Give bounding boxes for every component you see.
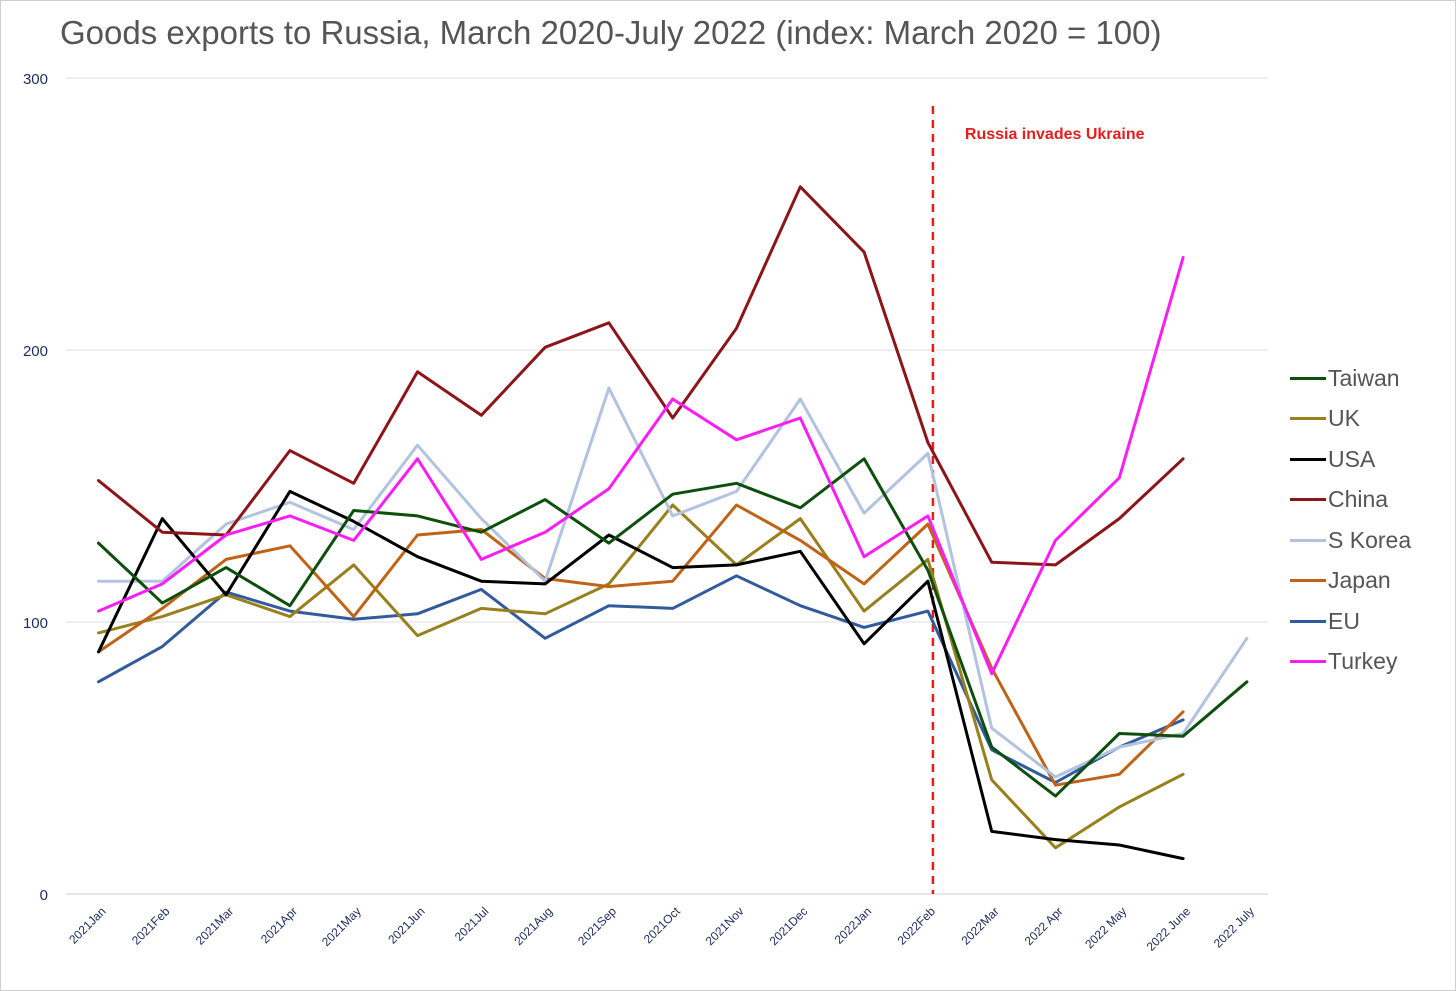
legend-label: UK xyxy=(1328,405,1360,432)
x-tick-label-12: 2022Jan xyxy=(832,904,874,946)
x-tick-label-0: 2021Jan xyxy=(66,904,108,946)
series-line-china xyxy=(97,185,1185,567)
legend-swatch xyxy=(1290,376,1326,380)
legend-swatch xyxy=(1290,538,1326,542)
x-tick-label-2: 2021Mar xyxy=(193,904,236,947)
legend-swatch xyxy=(1290,619,1326,623)
legend-item-uk[interactable]: UK xyxy=(1290,399,1450,440)
legend-item-usa[interactable]: USA xyxy=(1290,439,1450,480)
chart-legend[interactable]: Taiwan UK USA China S Korea Japan EU Turkey xyxy=(1290,358,1450,682)
legend-item-taiwan[interactable]: Taiwan xyxy=(1290,358,1450,399)
legend-label: USA xyxy=(1328,445,1376,472)
series-line-japan xyxy=(97,503,1185,787)
legend-swatch xyxy=(1290,579,1326,583)
legend-label: China xyxy=(1328,486,1389,513)
x-tick-label-14: 2022Mar xyxy=(958,904,1001,947)
legend-item-eu[interactable]: EU xyxy=(1290,601,1450,642)
legend-item-turkey[interactable]: Turkey xyxy=(1290,642,1450,683)
legend-label: Turkey xyxy=(1328,648,1398,675)
x-tick-label-16: 2022 May xyxy=(1082,904,1129,951)
legend-swatch xyxy=(1290,660,1326,664)
y-tick-label-300: 300 xyxy=(23,71,48,88)
series-line-turkey xyxy=(97,256,1185,676)
x-tick-label-3: 2021Apr xyxy=(258,904,300,946)
y-tick-label-0: 0 xyxy=(40,887,48,904)
series-line-uk xyxy=(97,503,1185,850)
legend-label: Japan xyxy=(1328,567,1391,594)
x-tick-label-4: 2021May xyxy=(319,904,364,949)
x-tick-label-10: 2021Nov xyxy=(703,904,747,948)
legend-item-china[interactable]: China xyxy=(1290,480,1450,521)
x-tick-label-11: 2021Dec xyxy=(767,904,811,948)
x-tick-label-6: 2021Jul xyxy=(452,904,492,944)
x-tick-label-5: 2021Jun xyxy=(385,904,427,946)
legend-label: EU xyxy=(1328,607,1360,634)
legend-label: Taiwan xyxy=(1328,364,1400,391)
series-line-s-korea xyxy=(97,386,1249,779)
legend-item-japan[interactable]: Japan xyxy=(1290,561,1450,602)
legend-swatch xyxy=(1290,417,1326,421)
legend-label: S Korea xyxy=(1328,526,1412,553)
series-line-taiwan xyxy=(97,457,1249,798)
legend-swatch xyxy=(1290,457,1326,461)
x-tick-label-9: 2021Oct xyxy=(641,904,683,946)
series-line-usa xyxy=(97,489,1185,861)
x-tick-label-15: 2022 Apr xyxy=(1022,904,1066,948)
x-tick-label-17: 2022 June xyxy=(1144,904,1194,954)
chart-title: Goods exports to Russia, March 2020-July… xyxy=(60,14,1162,51)
x-tick-label-13: 2022Feb xyxy=(895,904,939,948)
x-tick-label-7: 2021Aug xyxy=(511,904,555,948)
legend-swatch xyxy=(1290,498,1326,502)
x-tick-label-8: 2021Sep xyxy=(575,904,619,948)
x-tick-label-1: 2021Feb xyxy=(129,904,173,948)
invasion-annotation: Russia invades Ukraine xyxy=(965,126,1145,143)
y-tick-label-200: 200 xyxy=(23,343,48,360)
y-tick-label-100: 100 xyxy=(23,615,48,632)
legend-item-s-korea[interactable]: S Korea xyxy=(1290,520,1450,561)
x-tick-label-18: 2022 July xyxy=(1211,904,1257,950)
